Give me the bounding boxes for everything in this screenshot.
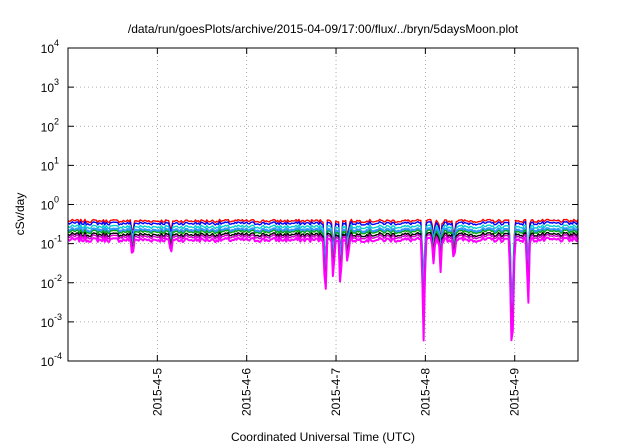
x-tick-label: 2015-4-5 — [150, 368, 164, 416]
series-line — [67, 221, 579, 300]
y-tick-label: 10 — [41, 42, 55, 56]
series-line — [67, 229, 579, 321]
y-tick-exponent: -3 — [54, 312, 62, 322]
series-group — [67, 218, 580, 342]
y-tick-label: 10 — [41, 159, 55, 173]
y-axis-label: cSv/day — [13, 193, 27, 236]
y-tick-exponent: 3 — [54, 77, 59, 87]
y-tick-exponent: 2 — [54, 116, 59, 126]
y-tick-exponent: 1 — [54, 155, 59, 165]
y-tick-label: 10 — [41, 355, 55, 369]
chart-title: /data/run/goesPlots/archive/2015-04-09/1… — [128, 22, 519, 36]
y-tick-label: 10 — [41, 199, 55, 213]
x-tick-label: 2015-4-7 — [329, 368, 343, 416]
series-line — [67, 236, 579, 342]
series-line — [67, 231, 579, 328]
y-tick-exponent: -2 — [54, 273, 62, 283]
series-line — [67, 233, 579, 334]
y-tick-label: 10 — [41, 316, 55, 330]
y-tick-exponent: 4 — [54, 38, 59, 48]
series-line — [67, 227, 580, 316]
y-tick-label: 10 — [41, 277, 55, 291]
y-tick-label: 10 — [41, 238, 55, 252]
series-line — [67, 218, 579, 293]
series-line — [67, 224, 579, 307]
x-ticks: 2015-4-5 2015-4-6 2015-4-7 2015-4-8 2015-4-9 — [150, 48, 522, 416]
x-tick-label: 2015-4-6 — [240, 368, 254, 416]
y-tick-exponent: -4 — [54, 351, 62, 361]
grid-lines — [68, 48, 578, 361]
x-tick-label: 2015-4-8 — [418, 368, 432, 416]
y-tick-label: 10 — [41, 120, 55, 134]
x-axis-label: Coordinated Universal Time (UTC) — [231, 430, 415, 444]
x-tick-label: 2015-4-9 — [508, 368, 522, 416]
y-tick-exponent: -1 — [54, 234, 62, 244]
y-tick-exponent: 0 — [54, 195, 59, 205]
y-tick-label: 10 — [41, 81, 55, 95]
